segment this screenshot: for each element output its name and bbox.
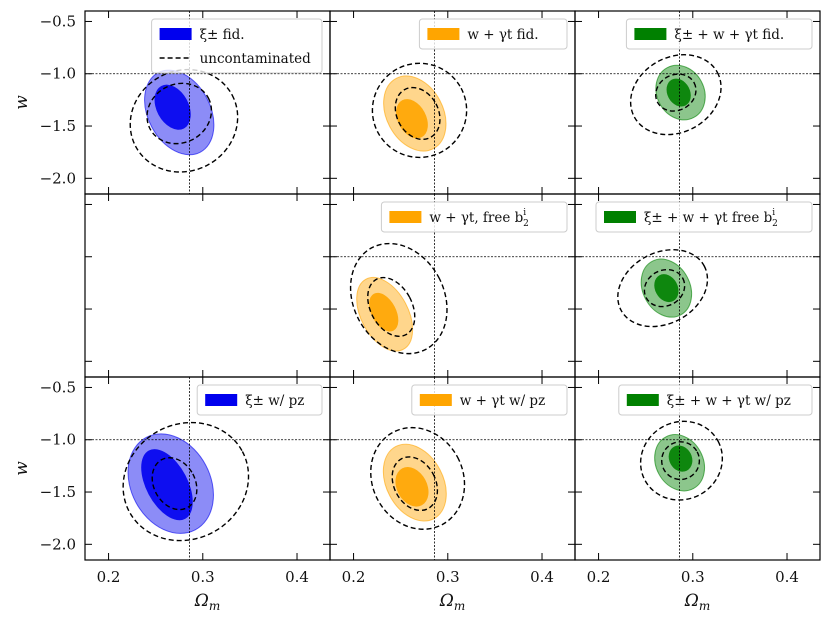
y-tick-label: −0.5 — [40, 378, 76, 396]
legend-label: w + γt fid. — [467, 27, 538, 43]
axes-frame — [574, 376, 821, 561]
contour-95-fill — [654, 274, 679, 303]
legend-frame — [196, 384, 323, 416]
legend-label: w + γt w/ pz — [460, 393, 545, 409]
legend: ξ± w/ pz — [196, 384, 323, 416]
uncontaminated-contour-inner — [655, 73, 697, 112]
x-axis-label: Ωm — [439, 591, 466, 613]
legend: ξ± + w + γt fid. — [625, 18, 813, 50]
legend-swatch — [634, 28, 667, 40]
legend-frame — [151, 18, 323, 74]
axes-frame — [84, 193, 331, 378]
legend: w + γt, free bi 2 — [380, 201, 568, 233]
legend: w + γt w/ pz — [411, 384, 568, 416]
x-tick-label: 0.2 — [342, 568, 366, 586]
uncontaminated-contour-outer — [629, 54, 722, 136]
panel-r3-c3: 0.2 0.3 0.4 Ωm ξ± + w + γt w/ pz — [574, 376, 821, 613]
legend-frame — [618, 384, 813, 416]
panel-r1-c1: −0.5 −1.0 −1.5 −2.0 w ξ± fid. uncontaminated — [12, 10, 331, 195]
uncontaminated-contour-outer — [371, 62, 468, 159]
legend-frame — [380, 201, 568, 233]
legend-label: ξ± w/ pz — [245, 393, 304, 409]
contour-95-fill — [141, 449, 193, 521]
legend-swatch — [604, 211, 636, 223]
legend-label: ξ± + w + γt w/ pz — [667, 393, 791, 409]
x-tick-label: 0.3 — [191, 568, 215, 586]
x-tick-label: 0.3 — [436, 568, 460, 586]
y-tick-label: −2.0 — [40, 535, 76, 553]
legend-frame — [418, 18, 568, 50]
y-axis-label: w — [12, 461, 32, 476]
legend-label: uncontaminated — [200, 51, 312, 67]
legend-swatch — [427, 28, 460, 40]
legend-label: ξ± + w + γt free bi 2 — [644, 208, 778, 229]
x-tick-label: 0.2 — [587, 568, 611, 586]
contour-95-fill — [666, 78, 691, 107]
panel-r2-c1 — [84, 193, 331, 378]
uncontaminated-contour-inner — [643, 268, 686, 308]
contour-95-fill — [395, 467, 429, 507]
y-axis-label: w — [12, 95, 32, 110]
x-tick-label: 0.4 — [530, 568, 554, 586]
y-tick-label: −2.0 — [40, 169, 76, 187]
panel-r3-c1: −0.5 −1.0 −1.5 −2.0 w 0.2 0.3 0.4 Ωm ξ± w/ pz — [12, 376, 331, 613]
uncontaminated-contour-outer — [349, 242, 448, 355]
panel-r2-c3: ξ± + w + γt free bi 2 — [574, 193, 821, 378]
y-tick-label: −1.5 — [40, 117, 76, 135]
uncontaminated-contour-inner — [394, 86, 441, 141]
legend-frame — [625, 18, 813, 50]
panel-r2-c2: w + γt, free bi 2 — [329, 193, 576, 378]
panel-r3-c2: 0.2 0.3 0.4 Ωm w + γt w/ pz — [329, 376, 576, 613]
x-axis-label: Ωm — [194, 591, 221, 613]
uncontaminated-contour-outer — [129, 68, 239, 173]
uncontaminated-contour-outer — [370, 426, 466, 530]
uncontaminated-contour-inner — [391, 456, 439, 512]
y-tick-label: −1.0 — [40, 431, 76, 449]
legend-label: ξ± + w + γt fid. — [674, 27, 784, 43]
legend-frame — [411, 384, 568, 416]
legend: ξ± fid. uncontaminated — [151, 18, 323, 74]
legend-swatch — [159, 28, 192, 40]
legend-swatch — [205, 394, 238, 406]
legend-swatch — [389, 211, 422, 223]
y-tick-label: −1.0 — [40, 65, 76, 83]
panel-r1-c2: w + γt fid. — [329, 10, 576, 195]
uncontaminated-contour-inner — [367, 276, 416, 337]
legend: ξ± + w + γt w/ pz — [618, 384, 813, 416]
x-tick-label: 0.3 — [681, 568, 705, 586]
legend-label: ξ± fid. — [200, 27, 245, 43]
legend: w + γt fid. — [418, 18, 568, 50]
uncontaminated-contour-inner — [660, 441, 701, 481]
y-tick-label: −1.5 — [40, 483, 76, 501]
legend-swatch — [626, 394, 659, 406]
contour-95-fill — [396, 99, 428, 139]
uncontaminated-contour-outer — [639, 420, 724, 501]
legend: ξ± + w + γt free bi 2 — [595, 201, 813, 233]
legend-frame — [595, 201, 813, 233]
uncontaminated-contour-inner — [151, 457, 198, 511]
x-tick-label: 0.4 — [775, 568, 799, 586]
contour-95-fill — [668, 445, 693, 472]
legend-label: w + γt, free bi 2 — [429, 208, 529, 229]
y-tick-label: −0.5 — [40, 12, 76, 30]
x-tick-label: 0.4 — [285, 568, 309, 586]
legend-swatch — [419, 394, 452, 406]
panel-r1-c3: ξ± + w + γt fid. — [574, 10, 821, 195]
contour-95-fill — [154, 84, 191, 130]
uncontaminated-contour-inner — [146, 82, 213, 145]
x-axis-label: Ωm — [684, 591, 711, 613]
x-tick-label: 0.2 — [97, 568, 121, 586]
